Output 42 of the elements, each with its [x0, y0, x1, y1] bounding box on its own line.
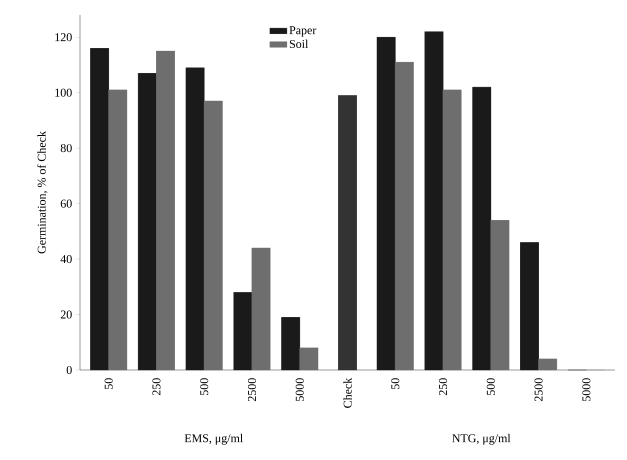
y-tick-label: 0	[66, 366, 72, 374]
bar	[108, 90, 128, 370]
x-tick-label: 2500	[248, 378, 256, 402]
bar	[281, 317, 300, 370]
y-tick-label: 80	[60, 144, 72, 152]
x-tick-label: 500	[486, 378, 495, 396]
y-tick-label: 60	[60, 200, 72, 208]
x-tick-label: 250	[439, 378, 448, 396]
y-tick-label: 120	[55, 33, 72, 42]
bar	[472, 86, 492, 370]
legend-label: Paper	[289, 26, 316, 37]
bar	[442, 90, 462, 370]
bar	[204, 100, 223, 370]
bar	[156, 50, 175, 370]
legend-label: Soil	[290, 40, 308, 48]
y-tick-label: 100	[55, 88, 72, 97]
bar	[186, 67, 205, 370]
bar	[520, 242, 539, 370]
bar	[376, 36, 396, 370]
text: NTG, μg/ml	[452, 434, 510, 445]
bar	[252, 248, 270, 370]
x-tick-label: 500	[200, 378, 208, 396]
x-tick-label: 250	[152, 378, 160, 396]
y-tick-label: 40	[60, 255, 72, 264]
bar	[538, 358, 558, 370]
bar	[138, 73, 157, 370]
bar	[90, 48, 110, 370]
bar	[424, 31, 444, 370]
bar	[299, 348, 318, 370]
x-tick-label: 50	[391, 378, 400, 390]
y-tick-label: 20	[60, 310, 72, 319]
x-tick-label: 5000	[582, 378, 590, 401]
x-tick-label: Check	[343, 378, 352, 408]
x-tick-label: 5000	[296, 378, 304, 401]
text: EMS, μg/ml	[184, 434, 243, 445]
x-tick-label: 50	[104, 378, 113, 390]
bar	[490, 220, 510, 370]
bar	[394, 62, 414, 370]
x-tick-label: 2500	[534, 378, 543, 402]
bar	[338, 95, 357, 370]
y-axis-title: Germination, % of Check	[37, 131, 48, 254]
bar	[233, 292, 252, 370]
